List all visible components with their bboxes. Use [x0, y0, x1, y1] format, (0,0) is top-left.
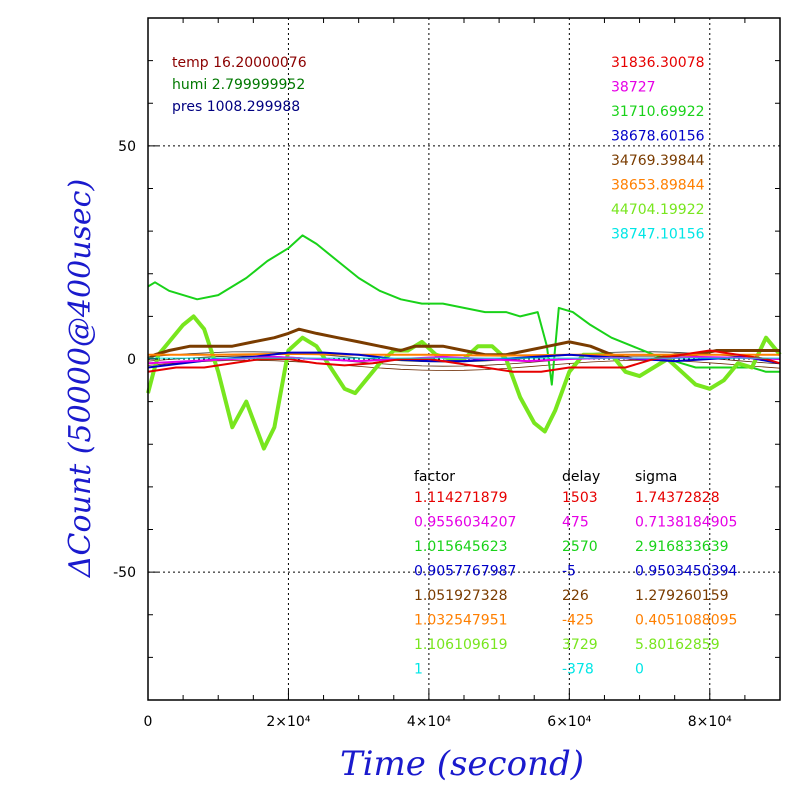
table-cell-sigma: 1.279260159 [635, 588, 729, 604]
table-header: delay [562, 469, 600, 485]
table-cell-factor: 1.114271879 [414, 490, 508, 506]
mean-value: 38747.10156 [611, 227, 705, 243]
table-cell-factor: 1 [414, 662, 423, 678]
series-layer [146, 234, 782, 451]
table-cell-factor: 0.9057767987 [414, 564, 516, 580]
series-line-green [147, 234, 780, 386]
x-tick-label: 4×10⁴ [407, 714, 451, 730]
y-tick-label: 50 [118, 139, 136, 155]
x-tick-label: 2×10⁴ [266, 714, 310, 730]
series-line-red [147, 349, 781, 373]
mean-value: 31836.30078 [611, 55, 705, 71]
table-cell-delay: 475 [562, 515, 589, 531]
env-label: humi 2.799999952 [172, 77, 305, 93]
mean-value: 38678.60156 [611, 129, 705, 145]
table-cell-sigma: 0.7138184905 [635, 515, 737, 531]
table-cell-sigma: 0.4051088095 [635, 613, 737, 629]
y-tick-label: -50 [113, 565, 136, 581]
table-header: sigma [635, 469, 677, 485]
table-cell-delay: 1503 [562, 490, 598, 506]
y-tick-label: 0 [127, 352, 136, 368]
table-cell-delay: -378 [562, 662, 594, 678]
mean-value: 38653.89844 [611, 178, 705, 194]
table-cell-sigma: 0 [635, 662, 644, 678]
table-cell-delay: 3729 [562, 637, 598, 653]
table-cell-sigma: 2.916833639 [635, 539, 729, 555]
table-cell-factor: 1.051927328 [414, 588, 508, 604]
table-cell-factor: 1.106109619 [414, 637, 508, 653]
table-cell-sigma: 0.9503450394 [635, 564, 738, 580]
x-tick-label: 0 [144, 714, 153, 730]
ticks [147, 18, 780, 700]
series-line-orange [148, 352, 780, 357]
series-line-lime [146, 314, 782, 451]
mean-value: 31710.69922 [611, 104, 705, 120]
table-cell-factor: 0.9556034207 [414, 515, 516, 531]
x-tick-label: 8×10⁴ [688, 714, 732, 730]
table-cell-delay: 226 [562, 588, 589, 604]
table-cell-factor: 1.015645623 [414, 539, 508, 555]
table-cell-delay: -5 [562, 564, 576, 580]
env-label: temp 16.20000076 [172, 55, 307, 71]
y-axis-label: ΔCount (50000@400usec) [63, 179, 98, 578]
mean-value: 38727 [611, 80, 656, 96]
table-cell-factor: 1.032547951 [414, 613, 508, 629]
table-cell-delay: -425 [562, 613, 594, 629]
series-line-blue [147, 351, 781, 369]
x-tick-label: 6×10⁴ [547, 714, 591, 730]
table-cell-sigma: 1.74372828 [635, 490, 720, 506]
table-header: factor [414, 469, 455, 485]
mean-value: 44704.19922 [611, 202, 705, 218]
table-cell-delay: 2570 [562, 539, 598, 555]
x-axis-label: Time (second) [340, 744, 584, 784]
mean-value: 34769.39844 [611, 153, 705, 169]
env-label: pres 1008.299988 [172, 99, 300, 115]
table-cell-sigma: 5.80162859 [635, 637, 720, 653]
